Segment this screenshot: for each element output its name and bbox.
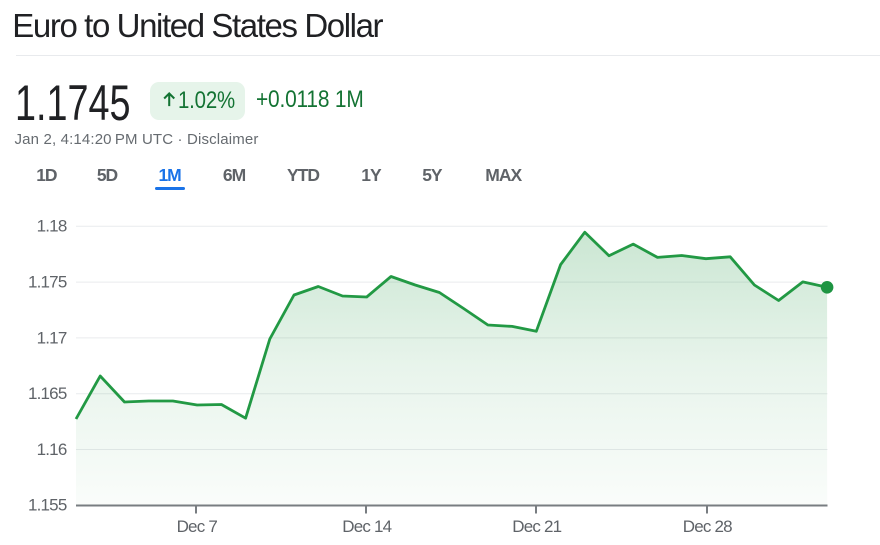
svg-text:1.17: 1.17 bbox=[37, 328, 67, 347]
svg-text:Dec 14: Dec 14 bbox=[342, 517, 391, 536]
svg-text:1.165: 1.165 bbox=[28, 384, 67, 403]
svg-text:Dec 28: Dec 28 bbox=[683, 517, 732, 536]
svg-text:1.18: 1.18 bbox=[37, 217, 67, 236]
svg-text:1.175: 1.175 bbox=[28, 273, 67, 292]
svg-text:1.16: 1.16 bbox=[37, 440, 67, 459]
svg-text:Dec 7: Dec 7 bbox=[177, 517, 218, 536]
svg-text:Dec 21: Dec 21 bbox=[512, 517, 561, 536]
svg-text:1.155: 1.155 bbox=[28, 496, 67, 515]
